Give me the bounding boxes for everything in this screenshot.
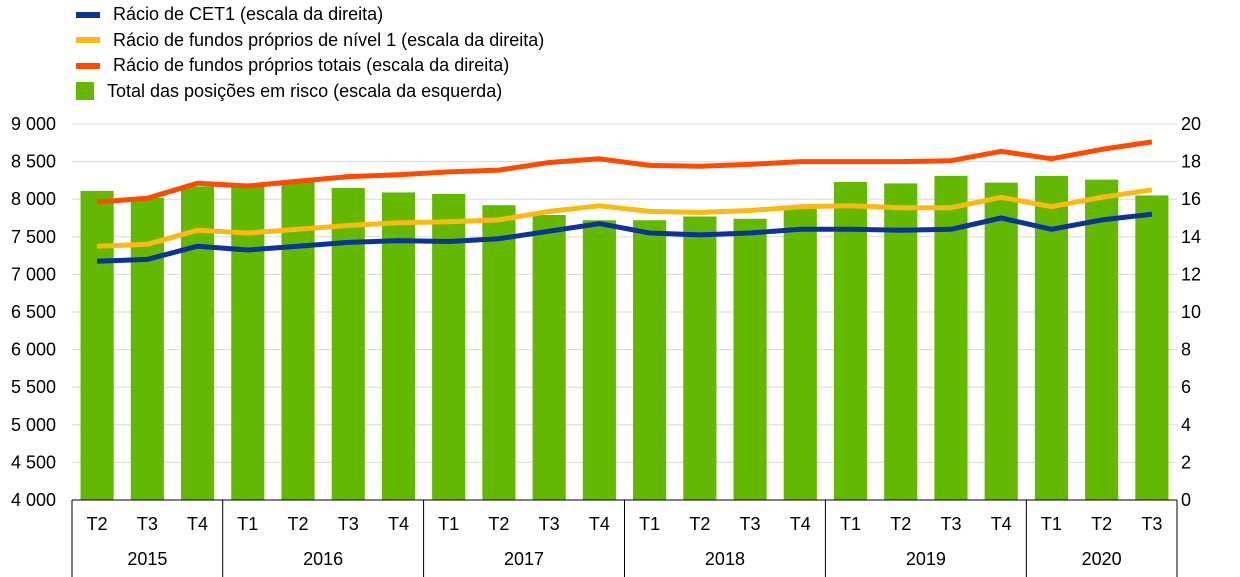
legend-label-total-capital: Rácio de fundos próprios totais (escala …	[113, 55, 510, 76]
year-label: 2018	[705, 549, 745, 569]
x-tick-label: T2	[87, 514, 108, 534]
y-right-tick-label: 10	[1181, 302, 1201, 322]
legend-swatch-cet1	[76, 11, 100, 18]
y-right-tick-label: 8	[1181, 340, 1191, 360]
year-label: 2015	[127, 549, 167, 569]
year-label: 2016	[303, 549, 343, 569]
y-right-tick-label: 2	[1181, 452, 1191, 472]
x-tick-label: T1	[438, 514, 459, 534]
y-right-tick-label: 6	[1181, 377, 1191, 397]
y-right-tick-label: 18	[1181, 152, 1201, 172]
legend-item-tier1: Rácio de fundos próprios de nível 1 (esc…	[76, 28, 544, 54]
bar-risk-exposure	[884, 183, 918, 500]
x-tick-label: T3	[539, 514, 560, 534]
bar-risk-exposure	[130, 197, 164, 501]
y-right-tick-label: 20	[1181, 114, 1201, 134]
year-label: 2020	[1082, 549, 1122, 569]
year-label: 2017	[504, 549, 544, 569]
x-tick-label: T3	[740, 514, 761, 534]
bar-risk-exposure	[984, 182, 1018, 500]
x-tick-label: T1	[639, 514, 660, 534]
line-total-capital	[96, 139, 1153, 205]
bar-risk-exposure	[1135, 195, 1169, 500]
y-right-tick-label: 14	[1181, 227, 1201, 247]
x-tick-label: T3	[940, 514, 961, 534]
bar-risk-exposure	[180, 186, 215, 500]
bar-risk-exposure	[482, 205, 516, 500]
bar-risk-exposure	[281, 181, 315, 501]
bar-risk-exposure	[381, 192, 416, 500]
year-label: 2019	[906, 549, 946, 569]
legend-swatch-risk-exposure	[76, 82, 94, 101]
x-tick-label: T2	[1091, 514, 1112, 534]
y-right-tick-label: 16	[1181, 189, 1201, 209]
y-left-tick-label: 4 500	[11, 452, 56, 472]
legend-item-cet1: Rácio de CET1 (escala da direita)	[76, 2, 544, 28]
y-right-tick-label: 12	[1181, 264, 1201, 284]
y-left-tick-label: 9 000	[11, 114, 56, 134]
y-left-tick-label: 7 500	[11, 227, 56, 247]
legend-item-risk-exposure: Total das posições em risco (escala da e…	[76, 79, 544, 105]
y-left-tick-label: 7 000	[11, 264, 56, 284]
bar-risk-exposure	[833, 181, 868, 501]
x-tick-label: T2	[488, 514, 509, 534]
chart-legend: Rácio de CET1 (escala da direita) Rácio …	[76, 2, 544, 104]
bar-risk-exposure	[231, 183, 265, 500]
y-right-tick-label: 0	[1181, 490, 1191, 510]
x-tick-label: T3	[1141, 514, 1162, 534]
y-left-tick-label: 6 000	[11, 340, 56, 360]
y-left-tick-label: 5 500	[11, 377, 56, 397]
bar-risk-exposure	[582, 220, 616, 501]
bar-risk-exposure	[432, 193, 466, 500]
x-tick-label: T1	[840, 514, 861, 534]
legend-label-cet1: Rácio de CET1 (escala da direita)	[113, 4, 384, 25]
x-tick-label: T4	[589, 514, 610, 534]
line-tier1	[97, 187, 1153, 249]
bar-risk-exposure	[683, 216, 717, 500]
y-left-tick-label: 8 500	[11, 152, 56, 172]
y-left-tick-label: 6 500	[11, 302, 56, 322]
y-left-tick-label: 8 000	[11, 189, 56, 209]
x-tick-label: T1	[1041, 514, 1062, 534]
bar-risk-exposure	[1085, 179, 1119, 500]
legend-label-tier1: Rácio de fundos próprios de nível 1 (esc…	[113, 29, 545, 50]
x-tick-label: T4	[388, 514, 409, 534]
bar-risk-exposure	[331, 187, 365, 501]
y-right-tick-label: 4	[1181, 415, 1191, 435]
x-tick-label: T3	[338, 514, 359, 534]
x-tick-label: T2	[689, 514, 710, 534]
x-tick-label: T4	[187, 514, 208, 534]
legend-swatch-total-capital	[76, 62, 100, 69]
legend-item-total-capital: Rácio de fundos próprios totais (escala …	[76, 53, 544, 79]
x-tick-label: T4	[790, 514, 811, 534]
bar-risk-exposure	[532, 214, 566, 500]
x-tick-label: T4	[991, 514, 1012, 534]
x-tick-label: T1	[237, 514, 258, 534]
legend-swatch-tier1	[76, 37, 100, 44]
y-left-tick-label: 4 000	[11, 490, 56, 510]
bar-risk-exposure	[80, 190, 114, 501]
bar-risk-exposure	[783, 206, 817, 500]
x-tick-label: T2	[890, 514, 911, 534]
x-tick-label: T3	[137, 514, 158, 534]
bar-risk-exposure	[633, 220, 667, 501]
x-tick-label: T2	[288, 514, 309, 534]
y-left-tick-label: 5 000	[11, 415, 56, 435]
line-cet1	[97, 211, 1153, 264]
legend-label-risk-exposure: Total das posições em risco (escala da e…	[107, 80, 503, 101]
bar-risk-exposure	[733, 218, 767, 500]
